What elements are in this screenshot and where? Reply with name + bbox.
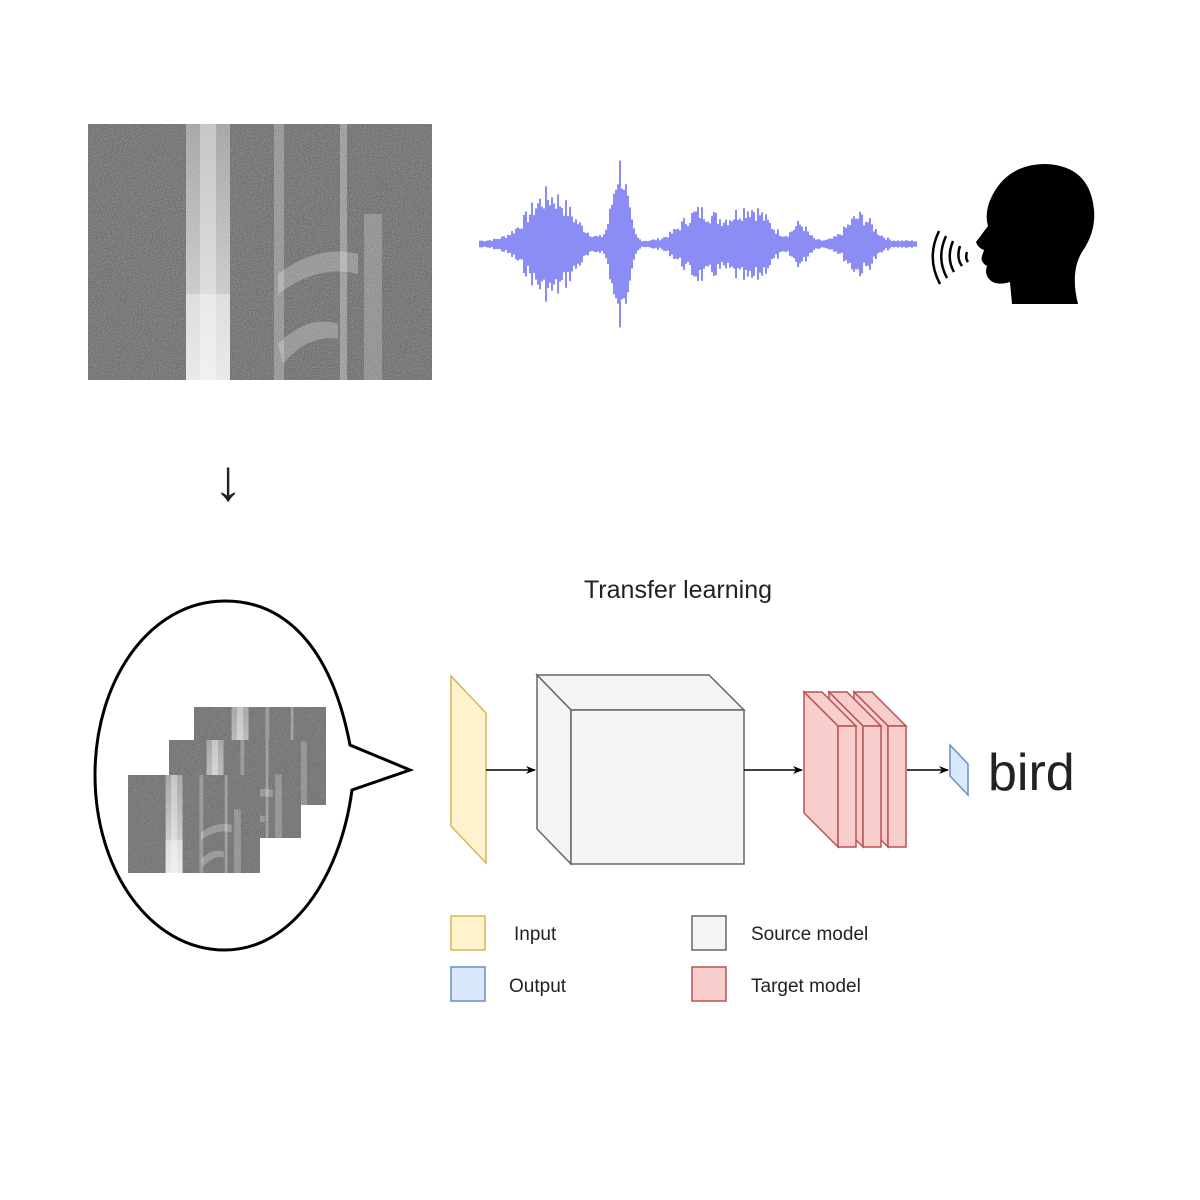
output-label: bird bbox=[988, 744, 1075, 802]
target-model-block bbox=[802, 690, 908, 849]
speaking-head-icon bbox=[931, 164, 1095, 304]
down-arrow-icon: ↓ bbox=[214, 448, 243, 513]
legend-swatch-output bbox=[450, 966, 486, 1002]
waveform-icon bbox=[479, 160, 917, 328]
legend-swatch-input bbox=[450, 915, 486, 951]
target-layer bbox=[802, 690, 858, 849]
legend-swatch-target bbox=[691, 966, 727, 1002]
input-layer bbox=[450, 674, 487, 865]
diagram-title: Transfer learning bbox=[584, 576, 772, 604]
spectrogram-image bbox=[88, 124, 432, 380]
legend-label-output: Output bbox=[509, 976, 567, 997]
legend-swatch-source bbox=[691, 915, 727, 951]
legend-label-input: Input bbox=[514, 924, 557, 945]
legend-label-source: Source model bbox=[751, 924, 868, 945]
legend-label-target: Target model bbox=[751, 976, 861, 997]
output-layer bbox=[949, 743, 969, 797]
source-model-block bbox=[535, 673, 746, 866]
legend: Input Output Source model Target model bbox=[450, 915, 868, 1002]
